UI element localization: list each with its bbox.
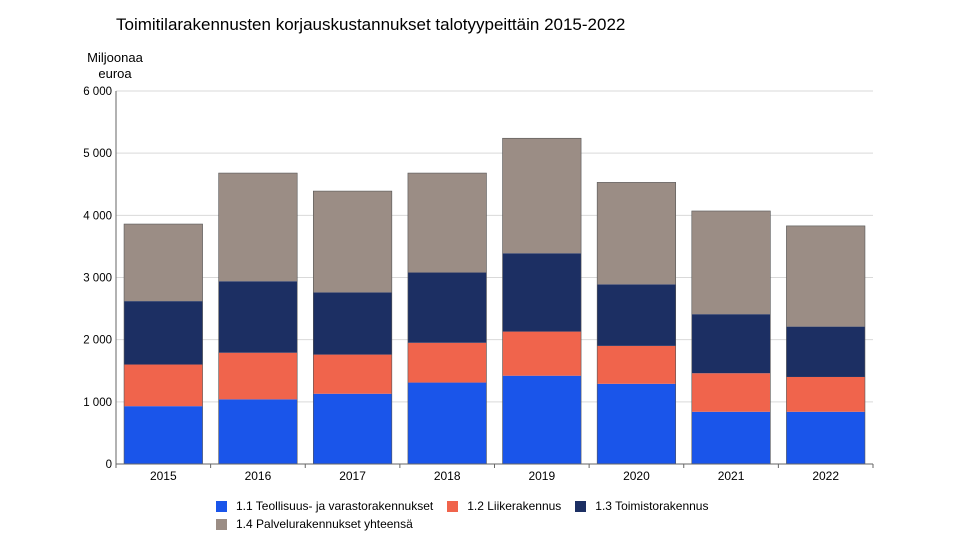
bar-segment [502, 331, 582, 376]
x-tick-label: 2022 [812, 469, 839, 483]
bar-segment [691, 411, 771, 464]
bar-segment [691, 210, 771, 315]
bar-segment [597, 182, 676, 285]
legend-swatch [575, 500, 587, 512]
bar-segment [407, 382, 487, 464]
legend-swatch [216, 500, 227, 512]
bar-segment [502, 138, 582, 254]
chart-title: Toimitilarakennusten korjauskustannukset… [116, 15, 626, 34]
bar-segment [407, 173, 487, 273]
x-tick-label: 2015 [150, 469, 177, 483]
y-tick-label: 6 000 [83, 86, 112, 98]
y-tick-label: 2 000 [83, 335, 112, 347]
legend-label: 1.4 Palvelurakennukset yhteensä [236, 517, 413, 531]
x-tick-label: 2016 [245, 469, 272, 483]
y-tick-label: 5 000 [83, 148, 112, 160]
bar-segment [218, 281, 298, 353]
bar-segment [597, 383, 676, 464]
bar-segment [313, 191, 392, 293]
bar-segment [786, 326, 865, 377]
bars [123, 137, 866, 465]
bar-segment [597, 345, 676, 384]
legend: 1.1 Teollisuus- ja varastorakennukset 1.2… [216, 497, 816, 533]
bar-segment [124, 364, 203, 407]
bar-segment [597, 284, 676, 346]
bar-segment [407, 342, 487, 383]
bar-segment [691, 314, 771, 374]
y-tick-label: 1 000 [83, 397, 112, 409]
bar-segment [407, 272, 487, 343]
legend-label: 1.2 Liikerakennus [467, 499, 562, 513]
bar-segment [786, 225, 865, 327]
legend-label: 1.1 Teollisuus- ja varastorakennukset [236, 499, 434, 513]
bar-segment [218, 352, 298, 400]
x-tick-label: 2020 [623, 469, 650, 483]
legend-item: 1.3 Toimistorakennus [575, 497, 708, 515]
bar-segment [124, 406, 203, 464]
x-tick-label: 2017 [339, 469, 366, 483]
bar-segment [313, 354, 392, 394]
bar-segment [124, 301, 203, 365]
bar-segment [786, 411, 865, 464]
y-tick-label: 3 000 [83, 273, 112, 285]
bar-segment [502, 253, 582, 332]
x-tick-label: 2019 [528, 469, 555, 483]
x-tick-label: 2021 [718, 469, 745, 483]
bar-segment [218, 399, 298, 464]
legend-item: 1.2 Liikerakennus [447, 497, 561, 515]
x-tick-label: 2018 [434, 469, 461, 483]
legend-label: 1.3 Toimistorakennus [595, 499, 709, 513]
y-axis-unit-label: Miljoonaa euroa [87, 50, 143, 81]
legend-item: 1.1 Teollisuus- ja varastorakennukset [216, 497, 433, 515]
bar-segment [313, 292, 392, 355]
axes: 0 1 000 2 000 3 000 4 000 5 000 6 000 2015 2016 2… [83, 86, 874, 483]
bar-segment [691, 373, 771, 412]
legend-item: 1.4 Palvelurakennukset yhteensä [216, 515, 413, 533]
bar-segment [786, 376, 865, 412]
legend-swatch [447, 500, 459, 512]
bar-segment [218, 173, 298, 282]
stacked-bar-chart: 0 1 000 2 000 3 000 4 000 5 000 6 000 2015 2016 2… [83, 86, 874, 483]
bar-segment [502, 375, 582, 464]
y-tick-label: 4 000 [83, 210, 112, 222]
y-tick-label: 0 [106, 459, 112, 471]
bar-segment [313, 393, 392, 464]
bar-segment [124, 224, 203, 302]
legend-swatch [216, 518, 227, 530]
